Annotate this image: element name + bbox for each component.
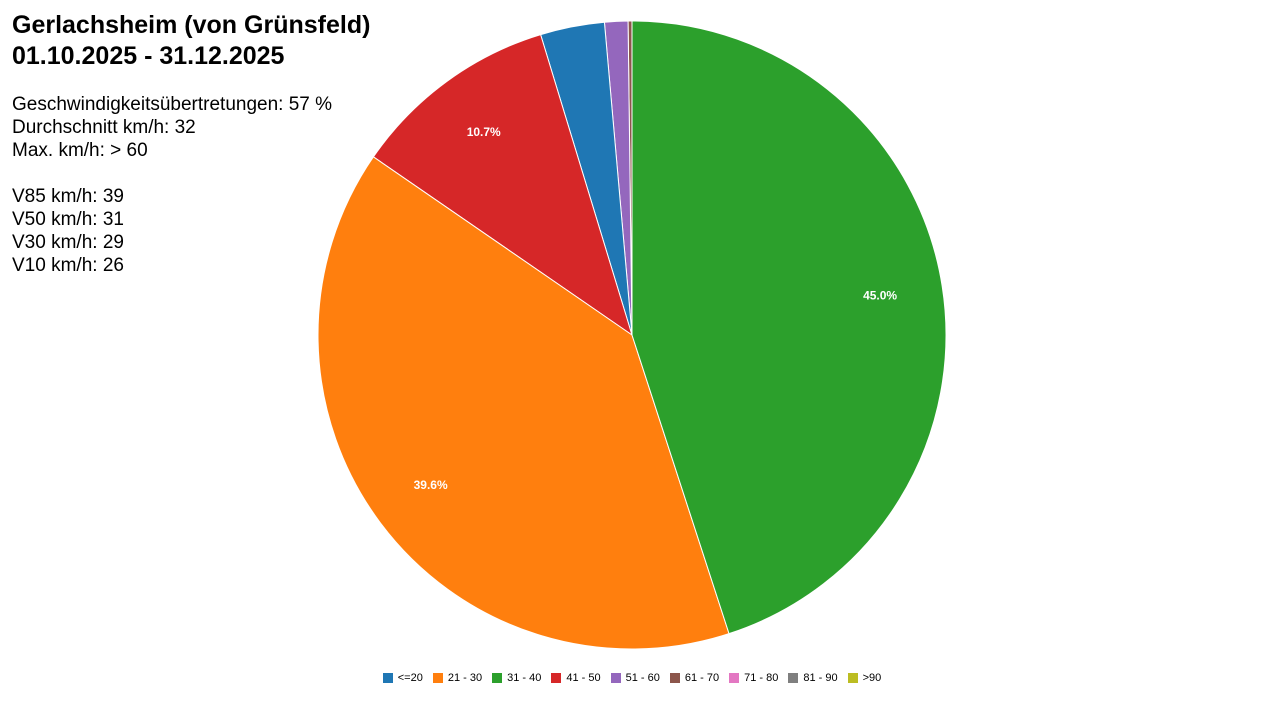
stat-v30: V30 km/h: 29: [12, 232, 124, 253]
legend-item: 51 - 60: [610, 672, 660, 684]
stat-v10: V10 km/h: 26: [12, 255, 124, 276]
legend-label: 81 - 90: [803, 672, 838, 684]
legend-swatch: [788, 673, 799, 683]
legend-item: 21 - 30: [432, 672, 483, 684]
legend-item: 41 - 50: [551, 672, 601, 684]
legend-swatch: [382, 673, 393, 683]
chart-header: Gerlachsheim (von Grünsfeld) 01.10.2025 …: [12, 10, 370, 72]
legend-item: <=20: [382, 672, 423, 684]
legend-label: 61 - 70: [684, 672, 720, 684]
stat-max: Max. km/h: > 60: [12, 140, 148, 161]
legend-label: >90: [862, 672, 882, 684]
legend-label: 51 - 60: [625, 672, 660, 684]
legend-item: 61 - 70: [669, 672, 720, 684]
chart-title-period: 01.10.2025 - 31.12.2025: [12, 42, 285, 70]
chart-title-location: Gerlachsheim (von Grünsfeld): [12, 11, 371, 39]
pie-slice-41-50: [372, 33, 633, 337]
statistics-panel: Geschwindigkeitsübertretungen: 57 % Durc…: [12, 93, 332, 277]
pie-data-label: 45.0%: [863, 289, 897, 303]
pie-slice-31-40: [631, 20, 947, 635]
legend-label: 71 - 80: [744, 672, 779, 684]
stat-speeding: Geschwindigkeitsübertretungen: 57 %: [12, 94, 333, 115]
legend-swatch: [847, 673, 858, 683]
legend-swatch: [729, 673, 740, 683]
stat-v50: V50 km/h: 31: [12, 209, 124, 230]
legend-label: 41 - 50: [566, 672, 601, 684]
legend-item: 31 - 40: [492, 672, 541, 684]
chart-legend: <=20 21 - 30 31 - 40 41 - 50 51 - 60 61 - 70 7…: [0, 672, 1264, 684]
legend-item: 81 - 90: [788, 672, 838, 684]
pie-slice-21-30: [317, 156, 730, 650]
legend-item: >90: [847, 672, 882, 684]
stat-v85: V85 km/h: 39: [12, 186, 124, 207]
legend-item: 71 - 80: [729, 672, 778, 684]
pie-data-label: 39.6%: [414, 478, 448, 492]
stat-average: Durchschnitt km/h: 32: [12, 117, 196, 138]
legend-label: <=20: [397, 672, 423, 684]
legend-swatch: [551, 673, 562, 683]
pie-data-label: 10.7%: [467, 125, 501, 139]
legend-swatch: [432, 673, 443, 683]
legend-swatch: [492, 673, 503, 683]
legend-swatch: [669, 673, 680, 683]
legend-label: 31 - 40: [507, 672, 542, 684]
legend-label: 21 - 30: [447, 672, 483, 684]
legend-swatch: [610, 673, 621, 683]
